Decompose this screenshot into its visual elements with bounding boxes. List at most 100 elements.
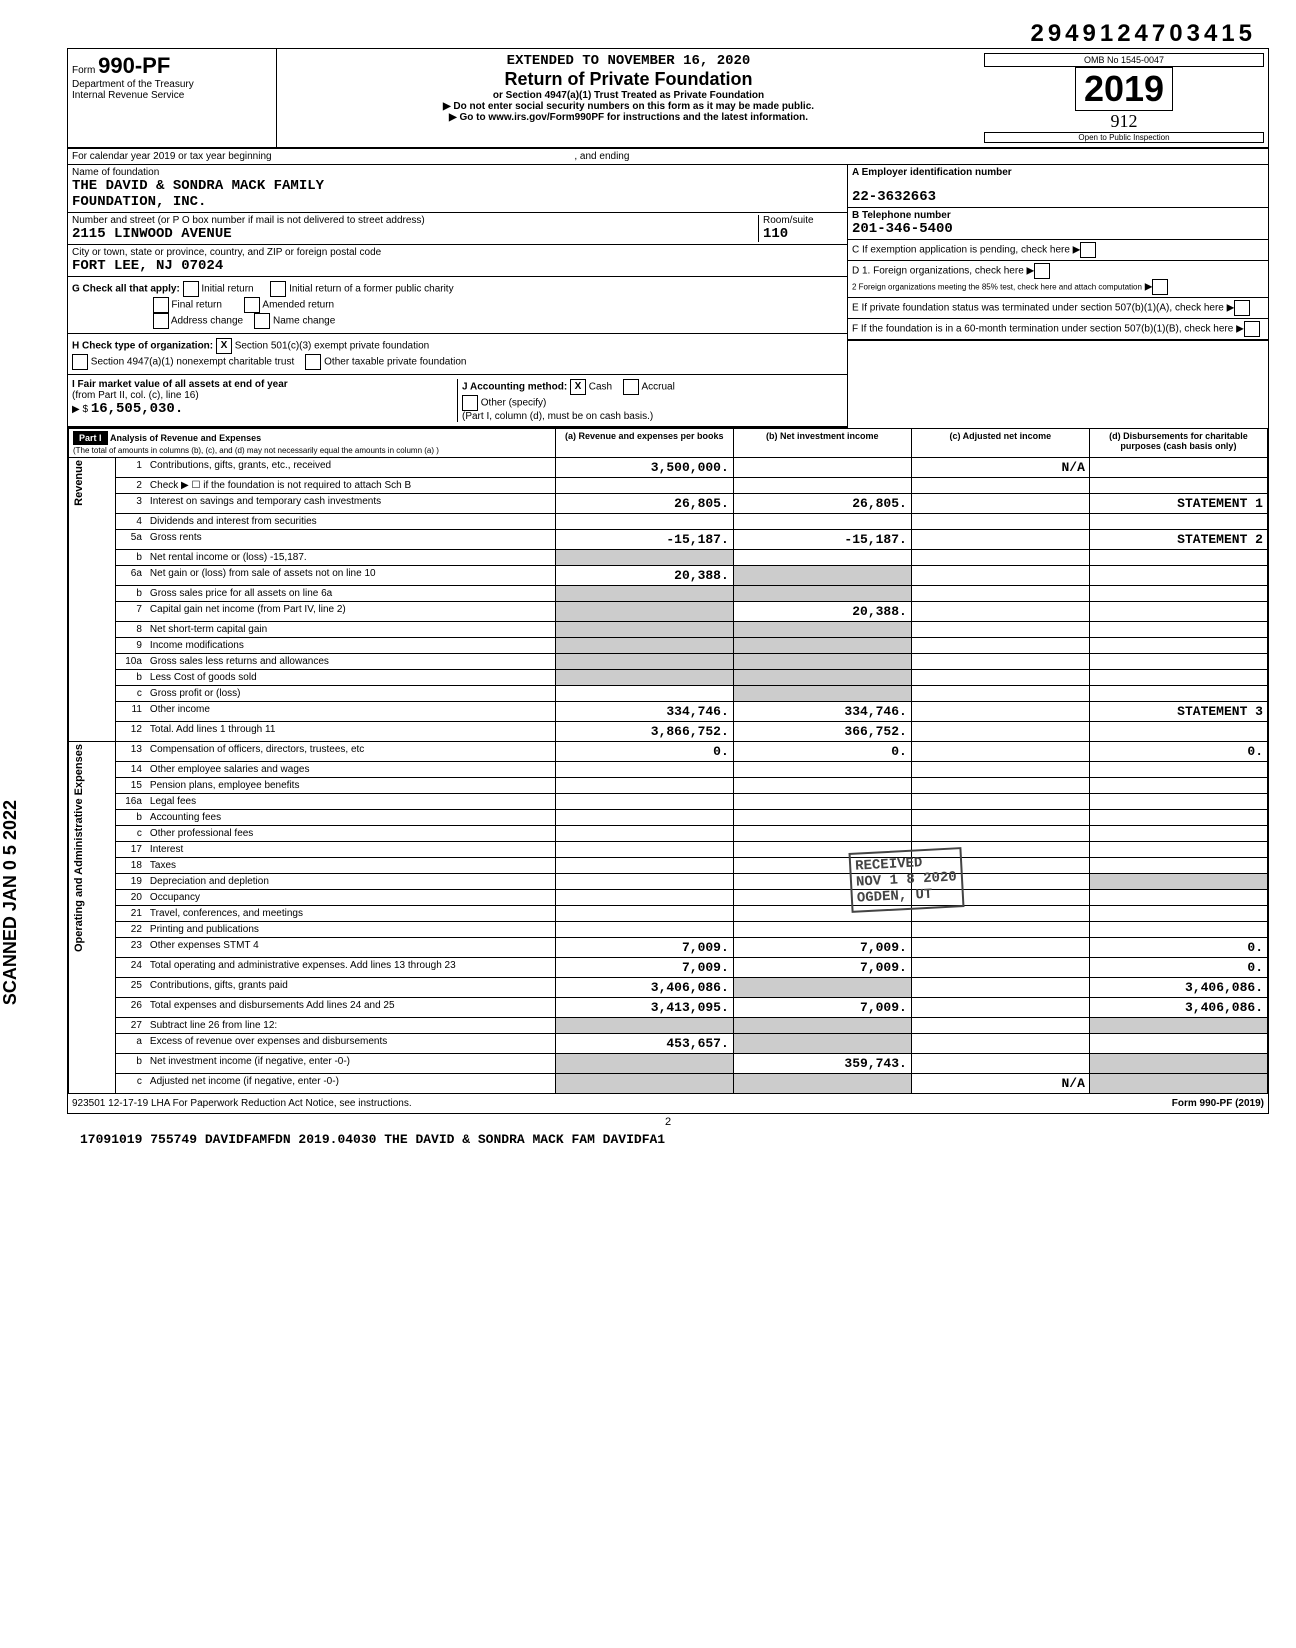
amount-cell xyxy=(1089,622,1267,638)
checkbox-other-tax[interactable] xyxy=(305,354,321,370)
line-number: 24 xyxy=(116,958,146,978)
table-row: 26Total expenses and disbursements Add l… xyxy=(69,998,1268,1018)
checkbox-e[interactable] xyxy=(1234,300,1250,316)
checkbox-name[interactable] xyxy=(254,313,270,329)
amount-cell xyxy=(555,762,733,778)
amount-cell xyxy=(1089,638,1267,654)
table-row: cGross profit or (loss) xyxy=(69,686,1268,702)
handwritten-code: 912 xyxy=(984,111,1264,132)
amount-cell xyxy=(911,514,1089,530)
line-number: 2 xyxy=(116,478,146,494)
amount-cell xyxy=(733,566,911,586)
amount-cell xyxy=(733,638,911,654)
h-opt3: Other taxable private foundation xyxy=(324,357,466,368)
amount-cell: -15,187. xyxy=(733,530,911,550)
amount-cell xyxy=(911,1018,1089,1034)
amount-cell xyxy=(733,1034,911,1054)
amount-cell: STATEMENT 2 xyxy=(1089,530,1267,550)
checkbox-4947[interactable] xyxy=(72,354,88,370)
amount-cell: 359,743. xyxy=(733,1054,911,1074)
amount-cell: 3,500,000. xyxy=(555,458,733,478)
checkbox-f[interactable] xyxy=(1244,321,1260,337)
h-label: H Check type of organization: xyxy=(72,341,213,352)
line-label: Adjusted net income (if negative, enter … xyxy=(146,1074,555,1094)
amount-cell xyxy=(555,686,733,702)
h-opt2: Section 4947(a)(1) nonexempt charitable … xyxy=(91,357,294,368)
amount-cell xyxy=(911,810,1089,826)
checkbox-cash[interactable]: X xyxy=(570,379,586,395)
h-opt1: Section 501(c)(3) exempt private foundat… xyxy=(235,341,430,352)
table-row: bNet investment income (if negative, ent… xyxy=(69,1054,1268,1074)
amount-cell xyxy=(555,826,733,842)
line-label: Taxes xyxy=(146,858,555,874)
expenses-label: Operating and Administrative Expenses xyxy=(73,744,85,952)
amount-cell xyxy=(555,794,733,810)
amount-cell xyxy=(1089,670,1267,686)
checkbox-address[interactable] xyxy=(153,313,169,329)
table-row: 18Taxes xyxy=(69,858,1268,874)
checkbox-initial-former[interactable] xyxy=(270,281,286,297)
line-label: Travel, conferences, and meetings xyxy=(146,906,555,922)
room: 110 xyxy=(763,226,788,242)
table-row: bGross sales price for all assets on lin… xyxy=(69,586,1268,602)
table-row: 22Printing and publications xyxy=(69,922,1268,938)
amount-cell: 334,746. xyxy=(555,702,733,722)
line-number: 15 xyxy=(116,778,146,794)
line-label: Income modifications xyxy=(146,638,555,654)
amount-cell xyxy=(733,622,911,638)
amount-cell: 20,388. xyxy=(555,566,733,586)
checkbox-other-method[interactable] xyxy=(462,395,478,411)
table-row: bNet rental income or (loss) -15,187. xyxy=(69,550,1268,566)
amount-cell xyxy=(733,778,911,794)
table-row: 8Net short-term capital gain xyxy=(69,622,1268,638)
amount-cell xyxy=(555,478,733,494)
table-row: 19Depreciation and depletion xyxy=(69,874,1268,890)
room-label: Room/suite xyxy=(763,215,814,226)
checkbox-501c3[interactable]: X xyxy=(216,338,232,354)
line-number: 6a xyxy=(116,566,146,586)
line-label: Total operating and administrative expen… xyxy=(146,958,555,978)
ein-value: 22-3632663 xyxy=(852,189,936,205)
line-number: 8 xyxy=(116,622,146,638)
amount-cell xyxy=(733,922,911,938)
line-number: b xyxy=(116,586,146,602)
amount-cell xyxy=(555,778,733,794)
foundation-name1: THE DAVID & SONDRA MACK FAMILY xyxy=(72,178,324,194)
line-number: 11 xyxy=(116,702,146,722)
amount-cell xyxy=(733,826,911,842)
checkbox-c[interactable] xyxy=(1080,242,1096,258)
amount-cell xyxy=(911,550,1089,566)
amount-cell: 334,746. xyxy=(733,702,911,722)
checkbox-accrual[interactable] xyxy=(623,379,639,395)
line-number: c xyxy=(116,686,146,702)
checkbox-final[interactable] xyxy=(153,297,169,313)
name-label: Name of foundation xyxy=(72,167,159,178)
section-i: I Fair market value of all assets at end… xyxy=(72,379,458,422)
checkbox-d2[interactable] xyxy=(1152,279,1168,295)
amount-cell xyxy=(733,514,911,530)
table-row: Operating and Administrative Expenses13C… xyxy=(69,742,1268,762)
amount-cell: 7,009. xyxy=(733,958,911,978)
scanned-stamp: SCANNED JAN 0 5 2022 xyxy=(0,800,21,1005)
amount-cell xyxy=(1089,762,1267,778)
table-row: 6aNet gain or (loss) from sale of assets… xyxy=(69,566,1268,586)
line-label: Occupancy xyxy=(146,890,555,906)
checkbox-initial[interactable] xyxy=(183,281,199,297)
checkbox-amended[interactable] xyxy=(244,297,260,313)
inspection: Open to Public Inspection xyxy=(984,132,1264,143)
checkbox-d1[interactable] xyxy=(1034,263,1050,279)
line-number: a xyxy=(116,1034,146,1054)
amount-cell xyxy=(1089,722,1267,742)
line-label: Subtract line 26 from line 12: xyxy=(146,1018,555,1034)
amount-cell xyxy=(555,654,733,670)
amount-cell xyxy=(733,654,911,670)
line-number: 9 xyxy=(116,638,146,654)
j-label: J Accounting method: xyxy=(462,382,567,393)
line-number: 12 xyxy=(116,722,146,742)
amount-cell xyxy=(911,670,1089,686)
amount-cell: 3,866,752. xyxy=(555,722,733,742)
g-opt0: Initial return xyxy=(201,284,253,295)
col-d-header: (d) Disbursements for charitable purpose… xyxy=(1089,429,1267,458)
amount-cell xyxy=(733,686,911,702)
amount-cell xyxy=(555,842,733,858)
